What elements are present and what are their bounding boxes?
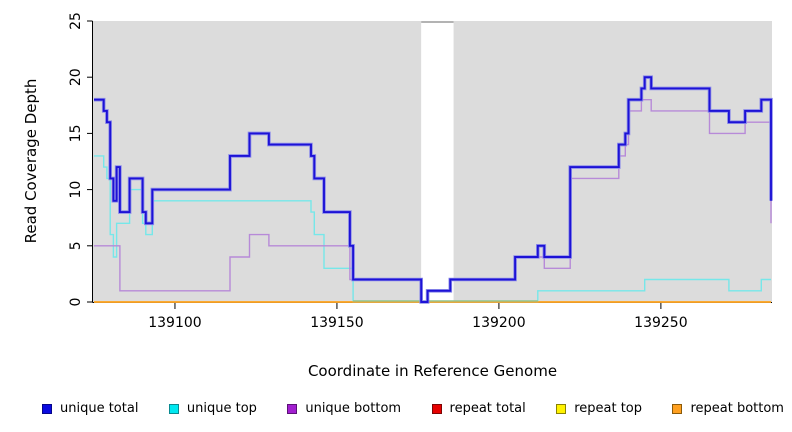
legend-label: unique top — [186, 401, 257, 416]
legend-item-unique-total: unique total — [42, 401, 138, 416]
y-tick-label: 15 — [68, 124, 84, 142]
y-tick-label: 10 — [68, 181, 84, 199]
legend-swatch-icon — [556, 403, 567, 414]
x-tick-label: 139100 — [148, 315, 201, 331]
x-tick-label: 139200 — [472, 315, 525, 331]
y-tick-label: 0 — [68, 298, 84, 307]
legend-item-repeat-bottom: repeat bottom — [672, 401, 784, 416]
y-axis-title: Read Coverage Depth — [22, 78, 40, 244]
legend: unique total unique top unique bottom repea… — [42, 401, 784, 416]
legend-swatch-icon — [42, 403, 52, 414]
legend-swatch-icon — [431, 403, 442, 414]
legend-label: repeat top — [574, 401, 642, 416]
legend-item-repeat-top: repeat top — [556, 401, 642, 416]
legend-item-unique-top: unique top — [168, 401, 257, 416]
legend-swatch-icon — [287, 403, 298, 414]
y-tick-label: 5 — [68, 241, 84, 250]
legend-label: unique bottom — [305, 401, 402, 416]
coverage-gap-band — [421, 21, 454, 302]
y-tick-label: 25 — [68, 12, 84, 30]
x-tick-label: 139150 — [310, 315, 363, 331]
legend-item-repeat-total: repeat total — [431, 401, 526, 416]
legend-swatch-icon — [168, 403, 179, 414]
legend-label: repeat total — [449, 401, 526, 416]
legend-item-unique-bottom: unique bottom — [287, 401, 401, 416]
x-tick-label: 139250 — [634, 315, 687, 331]
series-unique-total — [94, 76, 772, 303]
legend-swatch-icon — [672, 403, 683, 414]
legend-label: unique total — [60, 401, 139, 416]
y-tick-label: 20 — [68, 68, 84, 86]
legend-label: repeat bottom — [690, 401, 784, 416]
x-axis-title: Coordinate in Reference Genome — [307, 362, 558, 380]
